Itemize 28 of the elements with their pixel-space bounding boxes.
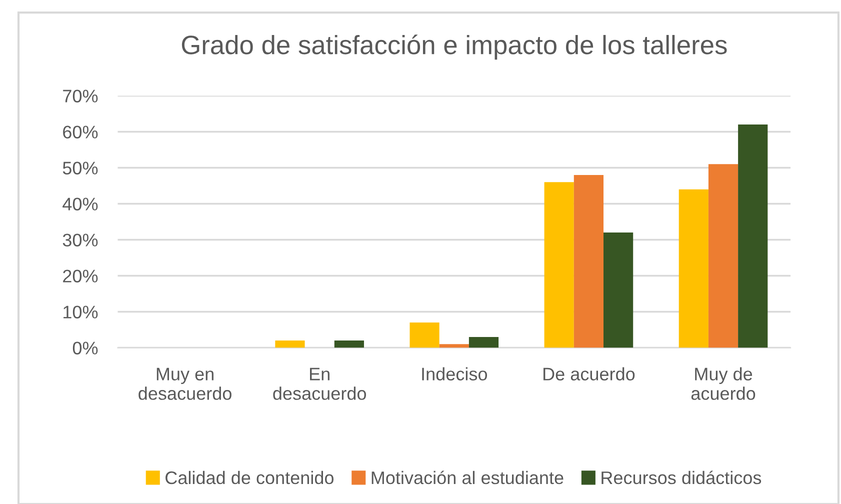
bar xyxy=(708,164,738,348)
bar xyxy=(574,174,604,348)
y-tick-label: 10% xyxy=(64,306,98,318)
y-tick-label: 30% xyxy=(62,234,98,246)
y-tick-label: 60% xyxy=(63,126,98,138)
y-tick-label: 40% xyxy=(62,198,98,210)
x-tick-label: De acuerdo xyxy=(544,367,635,380)
bar xyxy=(678,189,708,348)
y-tick-label: 0% xyxy=(72,342,98,354)
x-tick-label: Indeciso xyxy=(422,367,488,380)
legend-label: Recursos didácticos xyxy=(602,470,762,484)
chart-title: Grado de satisfacción e impacto de los talleres xyxy=(182,34,727,60)
bar xyxy=(275,340,305,348)
bar xyxy=(468,336,499,348)
legend-label: Motivación al estudiante xyxy=(372,470,564,484)
legend-label: Calidad de contenido xyxy=(166,470,334,484)
y-tick-label: 50% xyxy=(62,162,98,174)
bar xyxy=(544,182,574,348)
bar xyxy=(604,232,634,348)
y-tick-label: 20% xyxy=(63,270,98,282)
bar xyxy=(439,344,469,348)
bar xyxy=(738,124,768,348)
bar xyxy=(410,322,440,348)
x-tick-label: Muy en desacuerdo xyxy=(138,368,232,400)
y-tick-label: 70% xyxy=(63,90,98,102)
x-tick-label: Muy de acuerdo xyxy=(691,367,756,400)
bar xyxy=(334,340,364,348)
x-tick-label: En desacuerdo xyxy=(273,368,366,400)
